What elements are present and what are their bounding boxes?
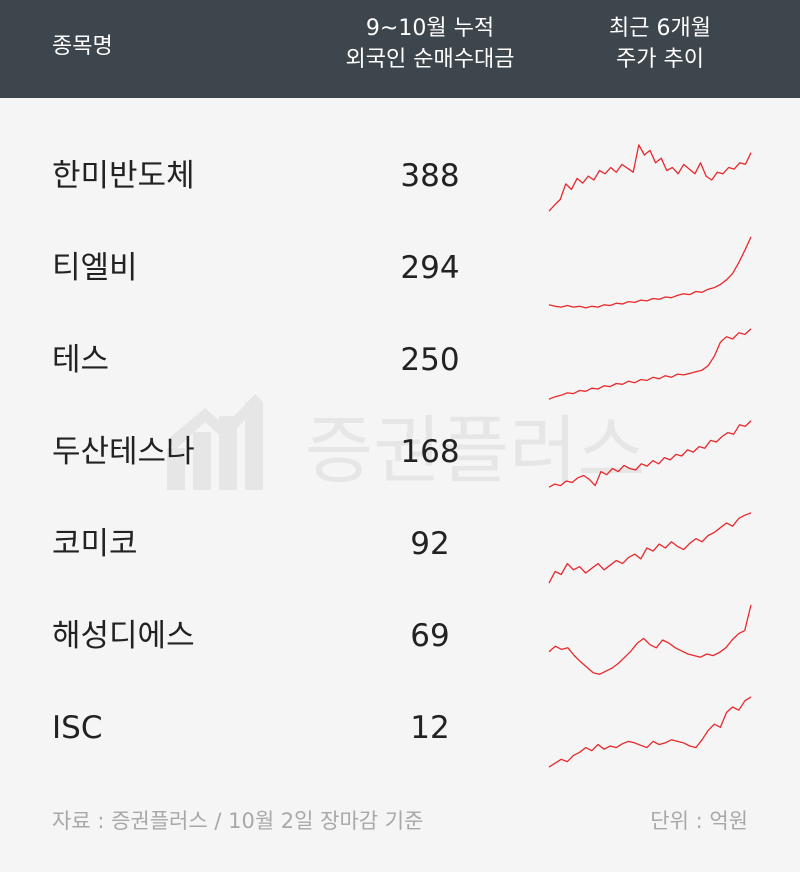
net-buy-value: 294 xyxy=(400,250,460,286)
source-note: 자료 : 증권플러스 / 10월 2일 장마감 기준 xyxy=(52,809,424,833)
price-trend-line xyxy=(548,144,752,212)
price-trend-sparkline xyxy=(548,604,752,675)
stock-name: 코미코 xyxy=(52,526,138,562)
price-trend-line xyxy=(548,328,752,400)
net-buy-value: 12 xyxy=(410,710,450,746)
table-row: 한미반도체 388 xyxy=(0,132,800,224)
column-header-name: 종목명 xyxy=(52,34,113,59)
stock-name: 한미반도체 xyxy=(52,158,195,194)
watermark-logo: 증권플러스 xyxy=(167,394,645,494)
net-buy-value: 250 xyxy=(400,342,460,378)
table-row: 테스 250 xyxy=(0,316,800,408)
price-trend-sparkline xyxy=(548,512,752,584)
table-header: 종목명 9~10월 누적 외국인 순매수대금 최근 6개월 주가 추이 xyxy=(0,0,800,98)
table-row: 해성디에스 69 xyxy=(0,592,800,684)
net-buy-value: 69 xyxy=(410,618,450,654)
price-trend-line xyxy=(548,604,752,675)
column-header-price-trend: 최근 6개월 주가 추이 xyxy=(609,16,711,72)
net-buy-value: 388 xyxy=(400,158,460,194)
price-trend-line xyxy=(548,512,752,584)
net-buy-value: 168 xyxy=(400,434,460,470)
price-trend-line xyxy=(548,696,752,768)
price-trend-sparkline xyxy=(548,236,752,309)
price-trend-line xyxy=(548,236,752,309)
price-trend-sparkline xyxy=(548,696,752,768)
price-trend-sparkline xyxy=(548,144,752,212)
net-buy-value: 92 xyxy=(410,526,450,562)
stock-name: ISC xyxy=(52,710,103,746)
price-trend-line xyxy=(548,420,752,488)
unit-note: 단위 : 억원 xyxy=(650,809,748,833)
price-trend-sparkline xyxy=(548,420,752,488)
stock-name: 티엘비 xyxy=(52,250,138,286)
table-row: 티엘비 294 xyxy=(0,224,800,316)
price-trend-sparkline xyxy=(548,328,752,400)
stock-name: 해성디에스 xyxy=(52,618,195,654)
svg-text:증권플러스: 증권플러스 xyxy=(305,408,645,494)
table-row: ISC 12 xyxy=(0,684,800,776)
table-row: 코미코 92 xyxy=(0,500,800,592)
table-row: 두산테스나 168 xyxy=(0,408,800,500)
stock-name: 테스 xyxy=(52,342,110,378)
stock-name: 두산테스나 xyxy=(52,434,195,470)
column-header-foreign-net-buy: 9~10월 누적 외국인 순매수대금 xyxy=(345,16,515,72)
